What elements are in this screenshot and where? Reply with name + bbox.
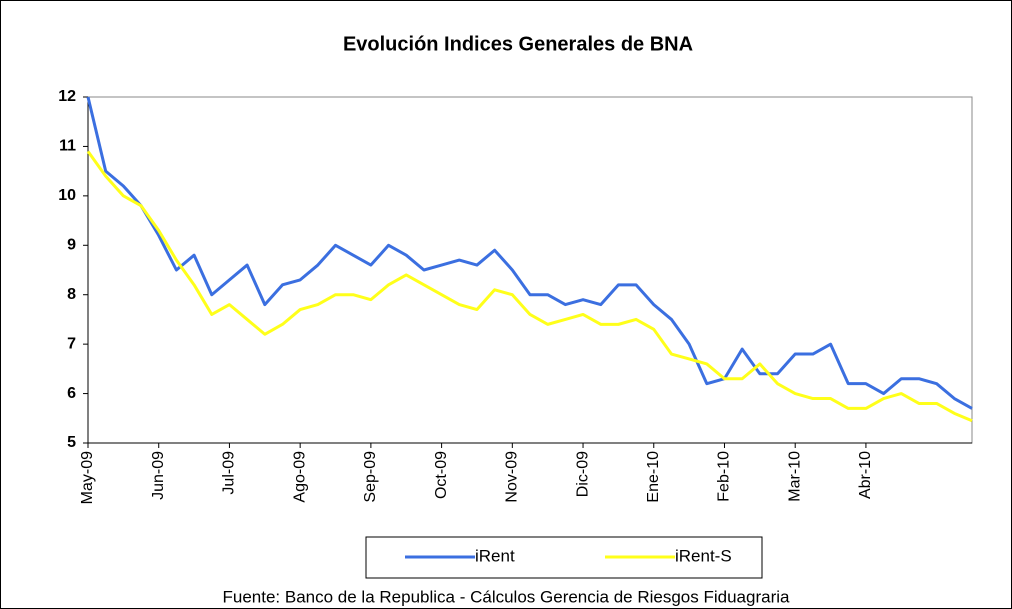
plot-area (87, 96, 973, 444)
x-tick-label: Jul-09 (221, 451, 238, 495)
x-tick-label: Nov-09 (504, 451, 521, 503)
y-tick-label: 5 (67, 434, 76, 451)
x-tick-label: Sep-09 (362, 451, 379, 503)
chart-title: Evolución Indices Generales de BNA (343, 33, 693, 55)
y-tick-label: 9 (67, 237, 76, 254)
y-tick-label: 8 (67, 286, 76, 303)
legend-label: iRent-S (675, 546, 732, 565)
footer: Fuente: Banco de la Republica - Cálculos… (223, 587, 791, 606)
x-tick-label: May-09 (79, 451, 96, 504)
x-tick-label: Ago-09 (291, 451, 308, 503)
y-tick-label: 11 (59, 138, 76, 155)
y-tick-label: 10 (58, 187, 76, 204)
series-line (86, 150, 973, 423)
series-line (86, 96, 973, 410)
y-tick-label: 12 (58, 88, 76, 105)
x-tick-label: Dic-09 (574, 451, 591, 497)
x-tick-label: Ene-10 (645, 451, 662, 503)
x-tick-label: Feb-10 (716, 451, 733, 502)
y-tick-label: 6 (67, 385, 76, 402)
legend-label: iRent (475, 546, 515, 565)
x-tick-label: Jun-09 (150, 451, 167, 500)
x-tick-label: Oct-09 (433, 451, 450, 499)
y-tick-label: 7 (67, 335, 76, 352)
x-tick-label: Abr-10 (857, 451, 874, 499)
x-tick-label: Mar-10 (786, 451, 803, 502)
